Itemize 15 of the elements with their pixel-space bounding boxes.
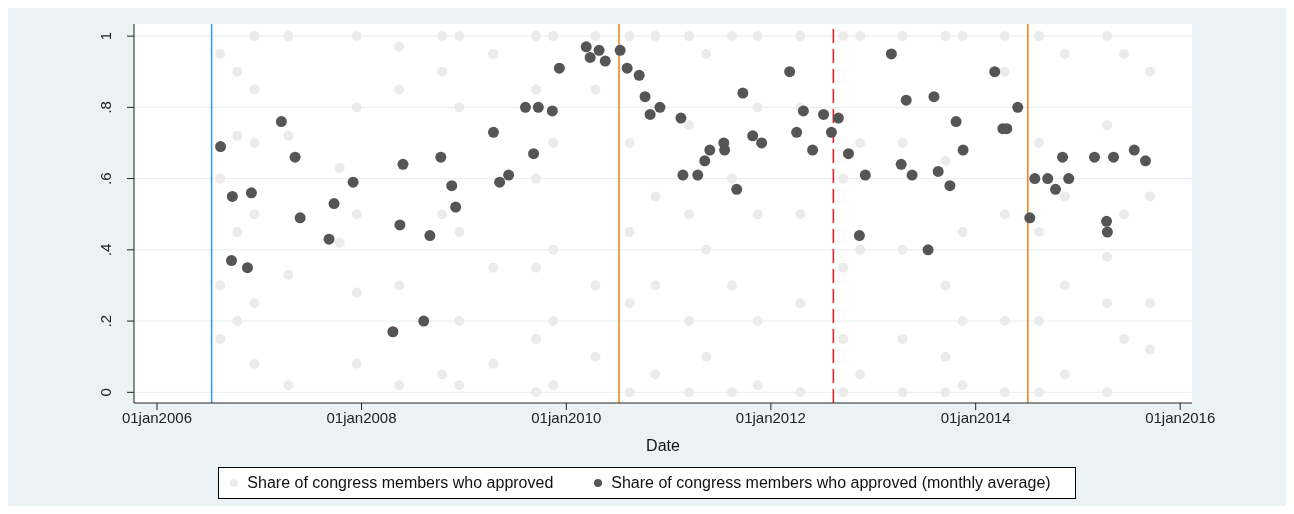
x-tick-label: 01jan2014 xyxy=(940,408,1011,426)
legend-label: Share of congress members who approved (monthly average) xyxy=(611,474,1051,492)
y-tick-label: .2 xyxy=(97,314,114,328)
y-tick-label: .6 xyxy=(97,172,114,185)
x-tick-label: 01jan2016 xyxy=(1145,408,1216,426)
x-tick-label: 01jan2010 xyxy=(531,408,602,426)
y-tick-label: .8 xyxy=(97,101,114,114)
y-tick-label: .4 xyxy=(97,243,114,257)
y-tick-label: 0 xyxy=(97,388,114,397)
x-tick-label: 01jan2006 xyxy=(121,408,193,426)
y-tick-label: 1 xyxy=(97,31,114,41)
x-axis-title: Date xyxy=(646,437,680,454)
x-tick-label: 01jan2012 xyxy=(735,408,806,426)
legend-label: Share of congress members who approved xyxy=(247,474,554,492)
x-tick-label: 01jan2008 xyxy=(326,408,397,426)
